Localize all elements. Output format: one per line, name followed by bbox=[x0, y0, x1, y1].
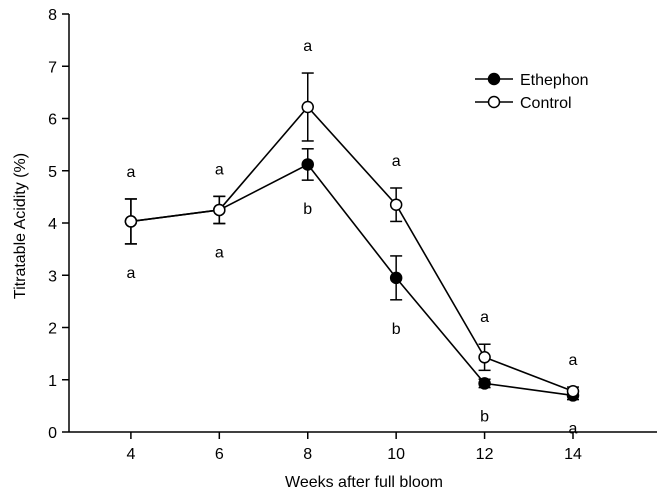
x-tick-label: 12 bbox=[476, 446, 494, 463]
error-bars-control bbox=[124, 72, 579, 397]
y-tick-label: 5 bbox=[48, 164, 57, 181]
legend-label: Ethephon bbox=[520, 72, 589, 89]
markers-control bbox=[124, 100, 580, 398]
y-axis-label: Titratable Acidity (%) bbox=[12, 153, 29, 299]
y-tick-label: 6 bbox=[48, 112, 57, 129]
significance-letter-upper: a bbox=[126, 164, 135, 181]
significance-letter-lower: a bbox=[126, 265, 135, 282]
series-line-control bbox=[130, 105, 574, 392]
series-line-ethephon bbox=[130, 163, 574, 397]
x-tick-label: 6 bbox=[215, 446, 224, 463]
legend-marker bbox=[487, 95, 501, 109]
legend-item-ethephon: Ethephon bbox=[475, 72, 589, 89]
data-point bbox=[124, 215, 138, 228]
significance-letter-lower: b bbox=[392, 321, 401, 338]
significance-letter-upper: a bbox=[569, 352, 578, 369]
y-tick-label: 1 bbox=[48, 373, 57, 390]
significance-letter-upper: a bbox=[392, 153, 401, 170]
x-tick-label: 4 bbox=[126, 446, 135, 463]
significance-letter-lower: a bbox=[569, 421, 578, 438]
significance-letter-lower: b bbox=[480, 409, 489, 426]
annotation-layer: a a a a a b a b a b a a bbox=[126, 38, 577, 438]
significance-letter-upper: a bbox=[480, 309, 489, 326]
data-point bbox=[389, 271, 403, 285]
data-point bbox=[301, 158, 314, 171]
x-tick-label: 10 bbox=[387, 446, 405, 463]
significance-letter-upper: a bbox=[215, 161, 224, 178]
x-axis-label: Weeks after full bloom bbox=[285, 474, 443, 491]
data-point bbox=[566, 384, 580, 398]
y-tick-label: 7 bbox=[48, 59, 57, 76]
y-tick-label: 0 bbox=[48, 425, 57, 442]
data-point bbox=[389, 198, 403, 211]
significance-letter-upper: a bbox=[303, 38, 312, 55]
y-tick-label: 2 bbox=[48, 321, 57, 338]
significance-letter-lower: b bbox=[303, 201, 312, 218]
y-tick-label: 4 bbox=[48, 216, 57, 233]
error-bars-ethephon bbox=[124, 148, 579, 401]
markers-ethephon bbox=[124, 158, 580, 402]
legend-label: Control bbox=[520, 95, 572, 112]
data-point bbox=[213, 203, 226, 217]
data-point bbox=[478, 377, 491, 390]
x-tick-label: 8 bbox=[303, 446, 312, 463]
legend-item-control: Control bbox=[475, 95, 572, 112]
data-point bbox=[478, 351, 491, 364]
legend: Ethephon Control bbox=[475, 72, 589, 112]
y-tick-label: 8 bbox=[48, 7, 57, 24]
x-tick-label: 14 bbox=[564, 446, 582, 463]
series-layer bbox=[124, 72, 580, 402]
data-point bbox=[301, 100, 314, 114]
y-tick-label: 3 bbox=[48, 268, 57, 285]
significance-letter-lower: a bbox=[215, 245, 224, 262]
legend-marker bbox=[487, 72, 501, 86]
